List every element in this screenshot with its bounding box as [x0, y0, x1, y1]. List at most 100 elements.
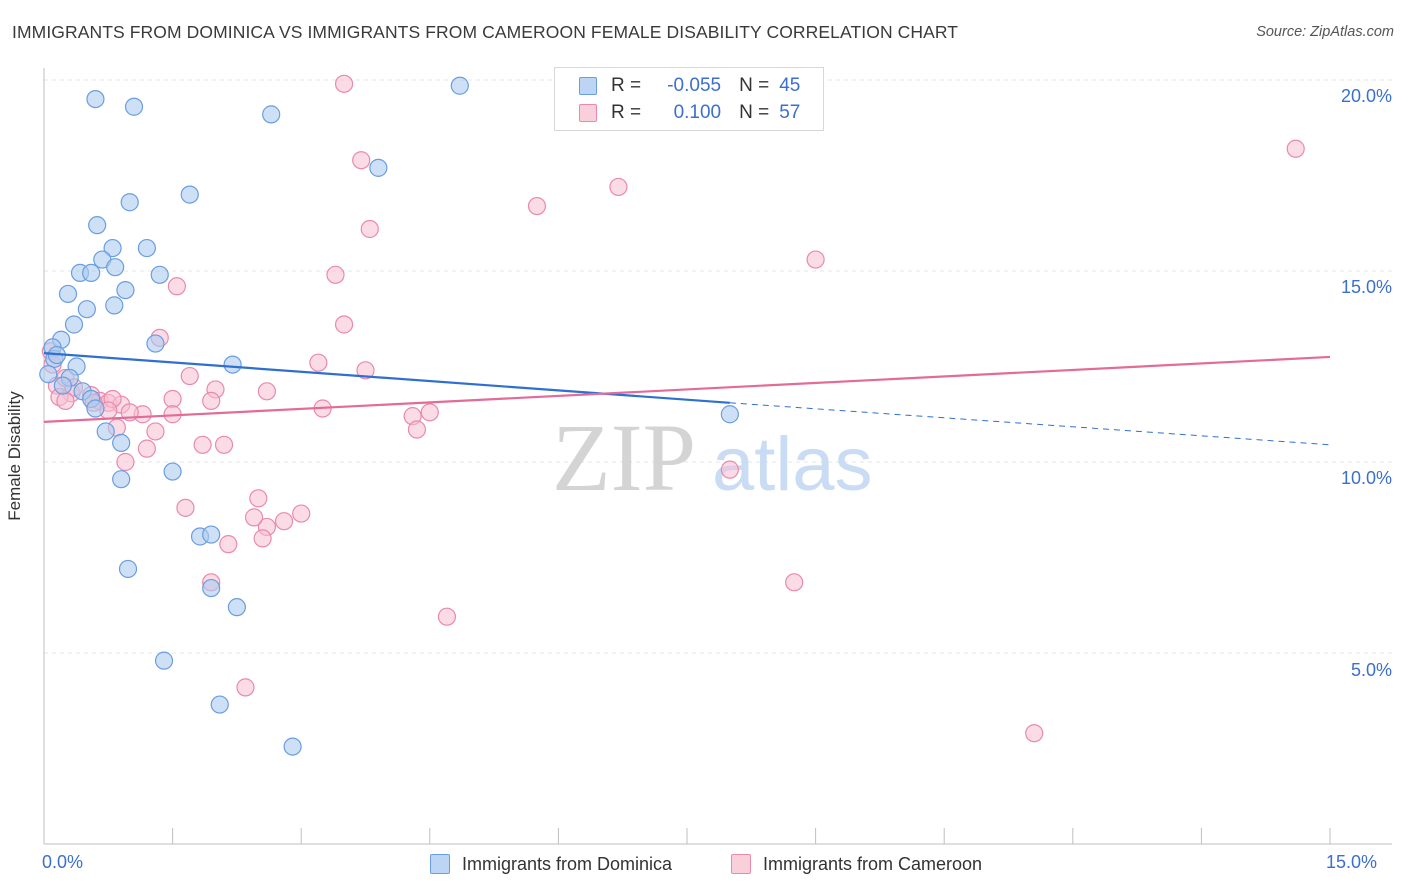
data-point-cameroon	[219, 535, 238, 554]
axes	[43, 68, 1392, 845]
data-point-dominica	[86, 399, 105, 418]
legend-swatch-pink	[579, 104, 597, 122]
data-point-dominica	[116, 281, 135, 300]
legend-label-cameroon: Immigrants from Cameroon	[763, 853, 983, 874]
data-point-dominica	[105, 296, 124, 315]
legend-r-value: -0.055	[667, 75, 722, 96]
data-point-cameroon	[176, 498, 195, 517]
data-point-cameroon	[334, 74, 354, 93]
data-point-cameroon	[244, 508, 264, 527]
data-point-cameroon	[785, 573, 804, 592]
source-label: Source: ZipAtlas.com	[1256, 24, 1394, 40]
data-point-cameroon	[360, 219, 379, 239]
gridlines	[44, 79, 1392, 654]
data-point-cameroon	[180, 366, 199, 386]
data-point-dominica	[150, 265, 169, 284]
legend-swatch-blue	[579, 77, 597, 95]
legend-swatch-pink	[731, 854, 751, 874]
data-point-cameroon	[249, 489, 268, 508]
legend-item-cameroon: Immigrants from Cameroon	[731, 852, 982, 876]
data-point-cameroon	[1286, 139, 1305, 158]
legend-item-dominica: Immigrants from Dominica	[430, 852, 672, 876]
data-point-cameroon	[214, 435, 234, 454]
data-point-cameroon	[420, 403, 439, 422]
data-point-cameroon	[116, 452, 135, 472]
data-point-cameroon	[527, 196, 547, 216]
data-point-cameroon	[309, 353, 328, 372]
data-point-dominica	[96, 422, 115, 441]
data-point-dominica	[112, 433, 131, 452]
x-tick-label-max: 15.0%	[1326, 852, 1378, 872]
watermark-zip: ZIP	[552, 404, 696, 511]
data-point-dominica	[39, 365, 58, 384]
data-point-dominica	[146, 334, 165, 353]
data-point-dominica	[283, 737, 302, 756]
data-point-cameroon	[609, 177, 628, 197]
data-point-cameroon	[720, 460, 739, 479]
data-point-dominica	[86, 89, 105, 109]
data-point-dominica	[720, 405, 739, 424]
data-point-cameroon	[193, 435, 212, 454]
legend-swatch-blue	[430, 854, 450, 874]
data-point-cameroon	[326, 265, 345, 284]
data-point-dominica	[112, 470, 131, 489]
y-tick-label: 15.0%	[1340, 277, 1392, 297]
data-point-cameroon	[137, 439, 156, 458]
trendline-dominica	[43, 352, 730, 404]
x-tick-label-min: 0.0%	[42, 852, 84, 872]
data-point-dominica	[369, 158, 388, 177]
data-point-dominica	[88, 216, 107, 235]
data-point-dominica	[202, 525, 221, 544]
legend-n-value: 57	[779, 102, 801, 123]
data-point-dominica	[137, 238, 156, 258]
data-point-cameroon	[1025, 724, 1044, 743]
data-point-cameroon	[202, 391, 221, 410]
data-point-dominica	[262, 105, 281, 124]
legend-r-value: 0.100	[673, 102, 722, 123]
watermark: ZIP atlas	[552, 404, 873, 511]
data-point-dominica	[118, 559, 138, 579]
trendline-dominica-extension	[729, 402, 1331, 446]
legend-r-label: R =	[611, 75, 642, 96]
trendline-cameroon	[43, 355, 1331, 423]
data-point-cameroon	[146, 422, 165, 441]
legend-row-cameroon: R = 0.100 N = 57	[579, 101, 800, 125]
y-tick-label: 10.0%	[1340, 468, 1392, 488]
data-point-dominica	[202, 578, 221, 598]
data-point-dominica	[53, 376, 72, 395]
data-point-cameroon	[437, 607, 457, 626]
legend-n-label: N =	[739, 75, 770, 96]
data-point-cameroon	[163, 389, 182, 409]
data-point-dominica	[103, 238, 122, 258]
data-point-dominica	[58, 284, 78, 304]
data-point-dominica	[210, 695, 229, 714]
data-point-cameroon	[257, 382, 277, 401]
y-axis-label: Female Disability	[5, 391, 24, 521]
data-point-cameroon	[56, 391, 75, 410]
data-point-cameroon	[236, 678, 255, 697]
data-point-dominica	[120, 193, 139, 212]
data-point-cameroon	[407, 420, 427, 439]
data-point-dominica	[77, 300, 96, 319]
y-tick-label: 20.0%	[1340, 86, 1392, 106]
watermark-atlas: atlas	[712, 422, 873, 507]
y-tick-label: 5.0%	[1350, 660, 1392, 680]
data-point-dominica	[82, 263, 101, 283]
trend-lines	[43, 352, 1331, 446]
data-point-dominica	[450, 76, 469, 95]
data-point-dominica	[124, 97, 144, 116]
legend-n-label: N =	[739, 102, 770, 123]
legend-label-dominica: Immigrants from Dominica	[462, 853, 673, 874]
data-point-cameroon	[274, 512, 294, 531]
data-point-cameroon	[806, 250, 825, 269]
data-point-dominica	[64, 315, 84, 334]
legend-r-label: R =	[611, 102, 642, 123]
legend-n-value: 45	[779, 75, 801, 96]
data-point-dominica	[180, 185, 199, 204]
data-point-cameroon	[167, 277, 186, 296]
data-point-dominica	[163, 462, 182, 481]
data-point-dominica	[223, 355, 242, 374]
data-point-cameroon	[253, 529, 272, 548]
data-point-cameroon	[356, 361, 375, 380]
